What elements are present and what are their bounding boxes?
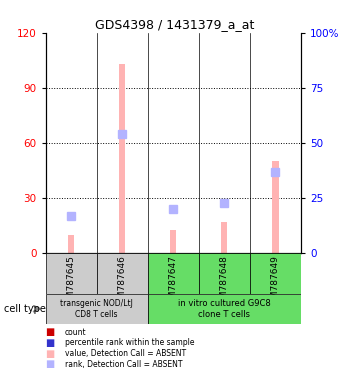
- Text: value, Detection Call = ABSENT: value, Detection Call = ABSENT: [65, 349, 186, 358]
- Text: GSM787648: GSM787648: [220, 255, 229, 310]
- Text: cell type: cell type: [4, 304, 46, 314]
- Text: count: count: [65, 328, 86, 337]
- Text: GSM787645: GSM787645: [66, 255, 76, 310]
- Bar: [199, 253, 250, 294]
- Bar: [46, 253, 97, 294]
- Bar: [221, 222, 228, 253]
- Text: GSM787646: GSM787646: [118, 255, 127, 310]
- Text: transgenic NOD/LtJ
CD8 T cells: transgenic NOD/LtJ CD8 T cells: [60, 299, 133, 319]
- Bar: [97, 253, 148, 294]
- Text: ■: ■: [46, 349, 55, 359]
- Bar: [46, 294, 148, 324]
- Text: GDS4398 / 1431379_a_at: GDS4398 / 1431379_a_at: [95, 18, 255, 31]
- Text: ■: ■: [46, 327, 55, 337]
- Text: ■: ■: [46, 359, 55, 369]
- Text: in vitro cultured G9C8
clone T cells: in vitro cultured G9C8 clone T cells: [178, 299, 271, 319]
- Bar: [272, 161, 279, 253]
- Bar: [148, 294, 301, 324]
- Text: rank, Detection Call = ABSENT: rank, Detection Call = ABSENT: [65, 360, 182, 369]
- Bar: [148, 253, 199, 294]
- Bar: [250, 253, 301, 294]
- Text: percentile rank within the sample: percentile rank within the sample: [65, 338, 194, 348]
- Text: ■: ■: [46, 338, 55, 348]
- Text: GSM787647: GSM787647: [169, 255, 178, 310]
- Text: GSM787649: GSM787649: [271, 255, 280, 310]
- Bar: [68, 235, 74, 253]
- Bar: [170, 230, 176, 253]
- Bar: [119, 64, 125, 253]
